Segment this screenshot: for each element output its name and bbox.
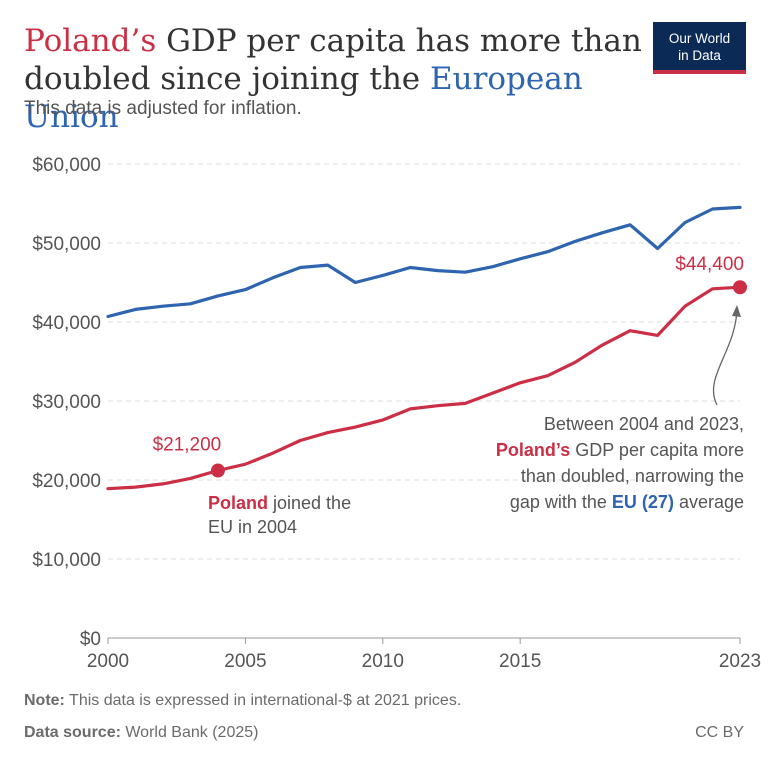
title-poland: Poland’s	[24, 23, 157, 59]
narrative-line4-part: gap with the	[510, 492, 612, 512]
logo-line-2: in Data	[678, 48, 721, 63]
narrative-line1-part: Between 2004 and 2023,	[544, 414, 744, 434]
joined-annotation-line2: EU in 2004	[208, 517, 297, 537]
y-tick-label: $10,000	[32, 550, 101, 571]
owid-logo[interactable]: Our World in Data	[653, 22, 746, 74]
joined-annotation-line1: Poland joined the	[208, 493, 351, 513]
x-tick-label: 2005	[224, 651, 266, 672]
annotation-arrow	[712, 309, 738, 406]
y-tick-label: $60,000	[32, 155, 101, 176]
narrative-line4: gap with the EU (27) average	[510, 492, 744, 512]
narrative-line3-part: than doubled, narrowing the	[521, 466, 744, 486]
narrative-line2: Poland’s GDP per capita more	[496, 440, 744, 460]
y-tick-label: $20,000	[32, 471, 101, 492]
eu-line	[106, 205, 742, 319]
note-text: This data is expressed in international-…	[64, 692, 462, 709]
license-link[interactable]: CC BY	[695, 724, 744, 741]
y-tick-label: $30,000	[32, 392, 101, 413]
y-tick-label: $40,000	[32, 313, 101, 334]
y-tick-label: $0	[80, 629, 101, 650]
annotations: $21,200 $44,400 Poland joined the EU in 200…	[153, 254, 747, 537]
y-axis-ticks: $0 $10,000 $20,000 $30,000 $40,000 $50,000 $60…	[32, 155, 101, 650]
logo-line-1: Our World	[668, 31, 731, 46]
note-label: Note:	[24, 692, 65, 709]
x-tick-label: 2015	[499, 651, 541, 672]
annotation-arrowhead	[732, 305, 741, 317]
x-axis: 2000 2005 2010 2015 2023	[87, 637, 761, 672]
x-tick-label: 2000	[87, 651, 129, 672]
narrative-line4-part: average	[674, 492, 744, 512]
poland-2004-value-label: $21,200	[153, 435, 222, 456]
joined-poland: Poland	[208, 493, 268, 513]
poland-2023-point	[733, 280, 747, 295]
note: Note: This data is expressed in internat…	[24, 692, 461, 710]
source-label: Data source:	[24, 724, 121, 741]
narrative-eu: EU (27)	[612, 492, 674, 512]
poland-2004-point	[210, 463, 225, 478]
data-source: Data source: World Bank (2025)	[24, 724, 258, 742]
chart-subtitle: This data is adjusted for inflation.	[24, 98, 302, 119]
y-tick-label: $50,000	[32, 234, 101, 255]
narrative-line1: Between 2004 and 2023,	[544, 414, 744, 434]
source-text: World Bank (2025)	[120, 724, 259, 741]
title-middle: GDP per capita has more than doubled sin…	[24, 23, 642, 97]
joined-rest: joined the	[268, 493, 351, 513]
poland-2023-value-label: $44,400	[675, 254, 744, 275]
title-eu: European Union	[24, 61, 583, 135]
chart-title: Poland’s GDP per capita has more than do…	[24, 22, 644, 136]
gridlines	[108, 163, 740, 560]
x-tick-label: 2023	[719, 651, 761, 672]
x-tick-label: 2010	[362, 651, 404, 672]
narrative-poland: Poland’s	[496, 440, 570, 460]
narrative-line3: than doubled, narrowing the	[521, 466, 744, 486]
joined-rest2: EU in 2004	[208, 517, 297, 537]
narrative-line2-part: GDP per capita more	[570, 440, 744, 460]
